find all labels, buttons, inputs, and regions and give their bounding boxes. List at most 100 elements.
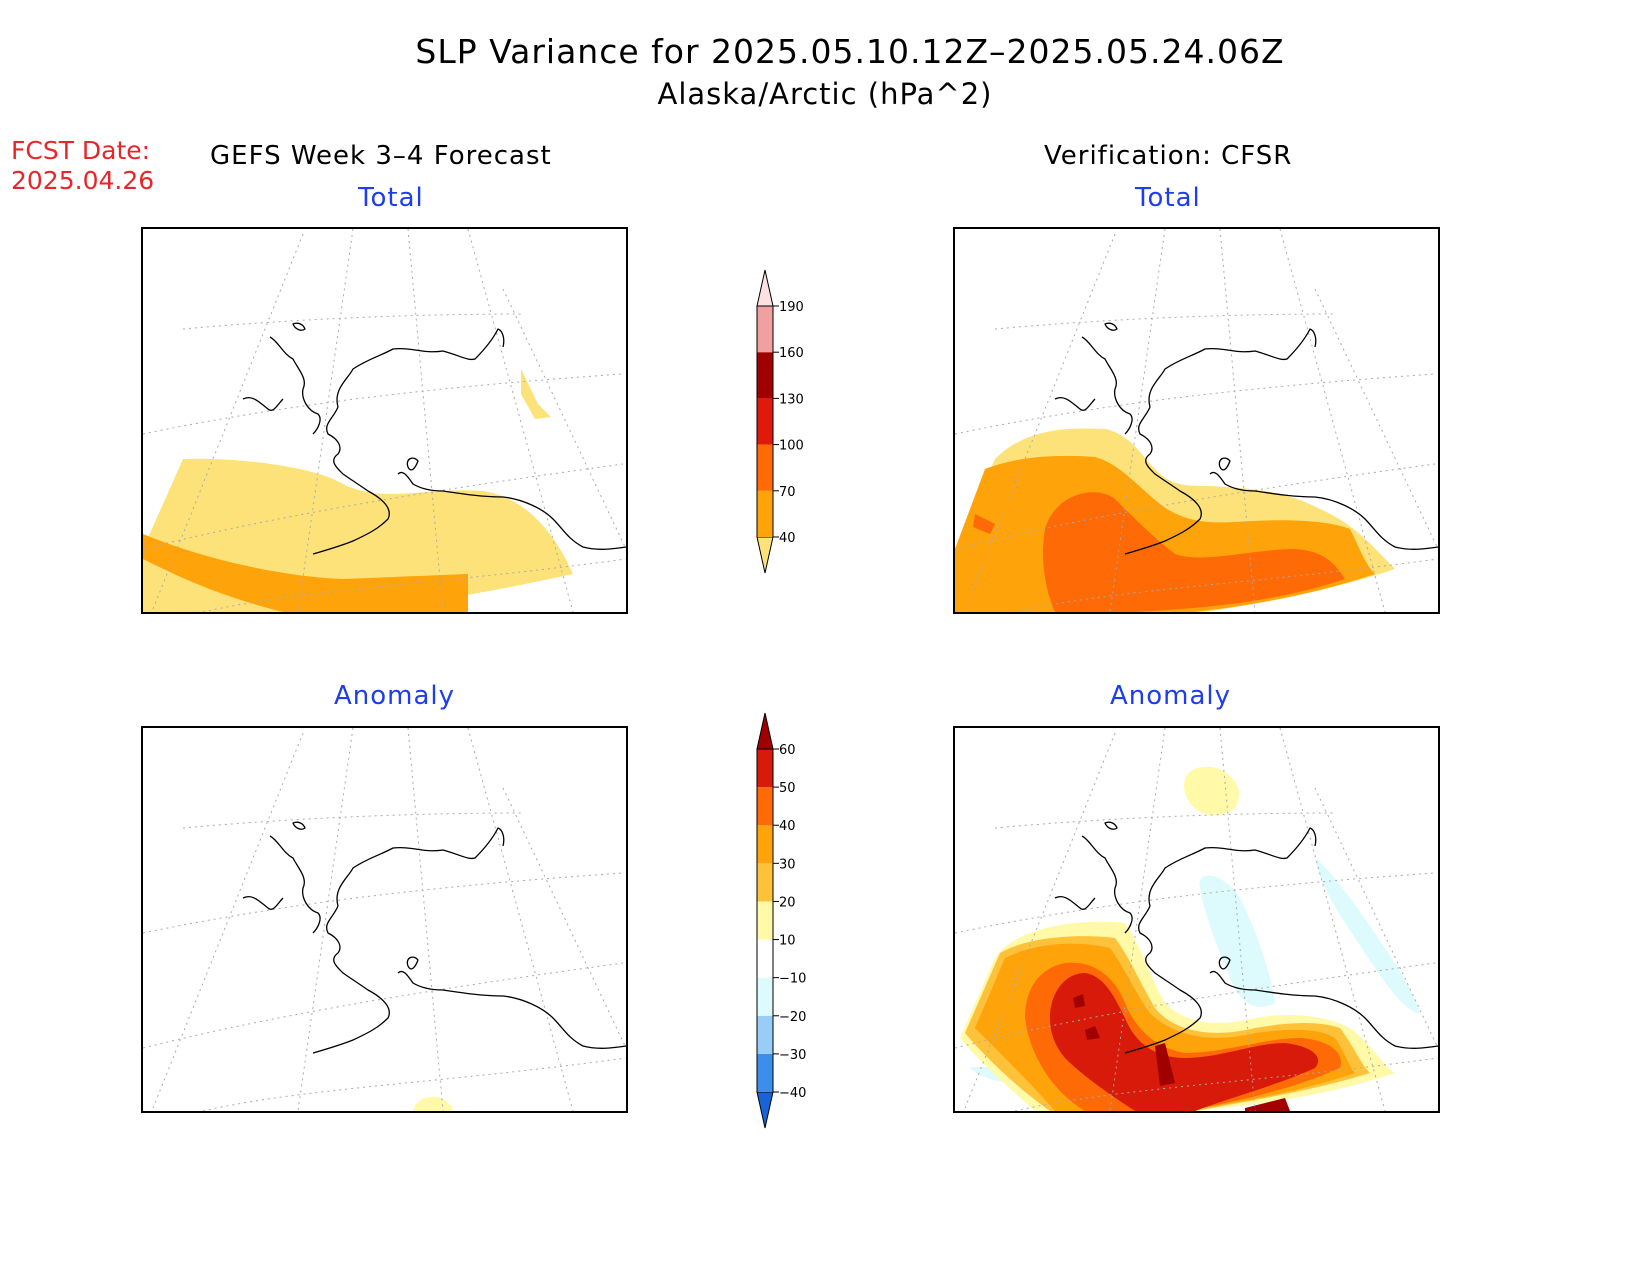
variance-70-100-region [143,534,468,612]
colorbar-segment [757,787,773,826]
colorbar-segment [757,939,773,978]
coastline-segment [312,406,390,555]
coastline-segment [292,821,306,830]
graticule-line [143,962,624,1049]
graticule-line [502,787,626,1049]
graticule-line [407,229,444,612]
graticule-line [467,728,574,1111]
coastline-segment [242,896,284,910]
right-column-heading: Verification: CFSR [1044,141,1293,171]
graticule-line [297,229,354,612]
colorbar-segment [757,444,773,491]
fcst-total-map [141,227,628,614]
coastline-segment [242,397,284,411]
colorbar-segment [757,901,773,940]
fcst-anomaly-map [141,726,628,1113]
variance-100-130-small-region [973,514,995,534]
colorbar-segment [757,863,773,902]
colorbar-segment [757,1053,773,1092]
variance-100-130-region [1043,492,1345,612]
anomaly-neg10-neg20-region [1199,875,1275,1007]
colorbar-arrow-top [756,269,774,307]
colorbar-tick-label: 190 [779,300,804,315]
fcst-date-value: 2025.04.26 [11,166,155,195]
graticule-line [152,233,304,610]
sub-title: Alaska/Arctic (hPa^2) [657,77,993,111]
map-graticule [955,728,1438,1111]
fcst-total-title: Total [358,183,424,213]
graticule-line [1219,229,1256,612]
coastline-segment [1148,827,1317,907]
coastline-segment [1124,905,1202,1054]
colorbar-segment [757,749,773,788]
colorbar-tick-label: 160 [779,346,804,361]
coastline-segment [1148,328,1317,408]
main-title: SLP Variance for 2025.05.10.12Z–2025.05.… [415,32,1285,71]
colorbar-segment [757,352,773,399]
verif-anomaly-map [953,726,1440,1113]
colorbar-arrow-top [756,712,774,750]
coastline-segment [1054,896,1096,910]
fcst-date-label: FCST Date: [11,136,151,165]
colorbar-tick-label: −30 [779,1048,806,1063]
anomaly-above-60-region-1 [1073,994,1085,1008]
colorbar-tick-label: 40 [779,819,796,834]
graticule-line [467,229,574,612]
map-graticule [143,229,626,612]
anomaly-colorbar: −40 −30 −20 −10 10 20 30 40 50 60 [756,712,806,1129]
colorbar-arrow-bottom [756,1091,774,1129]
anomaly-above-60-region-4 [1245,1098,1290,1111]
graticule-line [955,872,1436,934]
graticule-line [1109,229,1166,612]
coastline-segment [1218,457,1231,471]
graticule-line [182,812,524,829]
verif-anomaly-title: Anomaly [1110,681,1232,711]
colorbar-tick-label: 100 [779,439,804,454]
graticule-line [994,812,1336,829]
colorbar-tick-label: 60 [779,743,796,758]
colorbar-tick-label: −20 [779,1010,806,1025]
colorbar-tick-label: 10 [779,934,796,949]
coastline-segment [1209,471,1438,550]
colorbar-arrow-bottom [756,536,774,574]
anomaly-above-60-region-3 [1155,1043,1175,1086]
graticule-line [1314,787,1438,1049]
colorbar-segment [757,306,773,353]
colorbar-segment [757,1015,773,1054]
graticule-line [955,373,1436,435]
coastline-segment [406,956,419,970]
coastline-segment [269,336,321,435]
coastline-segment [336,328,505,408]
coastline-segment [1054,397,1096,411]
coastline-segment [336,827,505,907]
colorbar-tick-label: 70 [779,485,796,500]
coastline-segment [269,835,321,934]
fcst-date: FCST Date: 2025.04.26 [11,136,154,196]
graticule-line [1219,728,1256,1111]
coastline-segment [1081,835,1133,934]
graticule-line [407,728,444,1111]
coastline-segment [1104,322,1118,331]
colorbar-tick-label: 20 [779,895,796,910]
verif-total-title: Total [1135,183,1201,213]
graticule-line [1014,558,1438,612]
colorbar-tick-label: 40 [779,531,796,546]
colorbar-tick-label: −10 [779,972,806,987]
colorbar-tick-label: −40 [779,1086,806,1101]
graticule-line [964,732,1116,1109]
graticule-line [297,728,354,1111]
graticule-line [202,558,626,612]
colorbar-tick-label: 220 [779,265,804,269]
colorbar-tick-label: 130 [779,392,804,407]
coastline-segment [397,970,626,1049]
anomaly-50-60-region [1050,973,1319,1111]
coastline-segment [1218,956,1231,970]
left-column-heading: GEFS Week 3–4 Forecast [210,141,552,171]
graticule-line [1109,728,1166,1111]
anomaly-10-20-region [413,1096,453,1111]
verif-total-map [953,227,1440,614]
anomaly-10-20-north-region [1184,766,1239,816]
graticule-line [1014,1057,1438,1111]
alaska-coastline [242,821,626,1054]
graticule-line [964,233,1116,610]
